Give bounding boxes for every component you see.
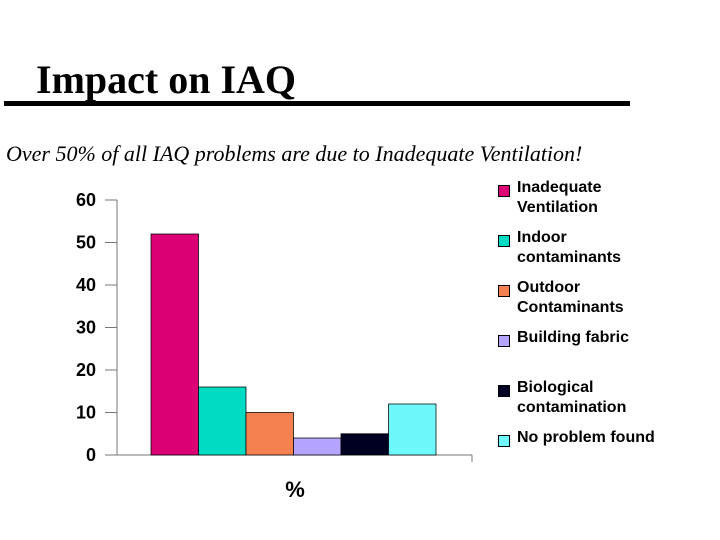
legend-label: No problem found <box>517 429 655 446</box>
legend-label: Building fabric <box>517 329 629 346</box>
y-tick-label: 0 <box>86 445 96 465</box>
bar-indoor-contaminants <box>198 386 247 456</box>
title-underline <box>4 101 630 106</box>
legend-swatch <box>498 285 510 297</box>
legend-swatch <box>498 385 510 397</box>
bar-outdoor-contaminants <box>245 412 294 456</box>
y-tick-label: 50 <box>76 233 96 253</box>
legend-label: Inadequate Ventilation <box>517 179 602 216</box>
y-tick-label: 10 <box>76 403 96 423</box>
legend-swatch <box>498 435 510 447</box>
legend-swatch <box>498 235 510 247</box>
legend-label: Biological contamination <box>517 379 627 416</box>
bars <box>150 233 437 456</box>
y-tick-label: 40 <box>76 275 96 295</box>
slide-title: Impact on IAQ <box>36 57 297 102</box>
x-axis-label: % <box>285 477 305 502</box>
legend-label: Indoor contaminants <box>517 229 622 266</box>
y-tick-label: 60 <box>76 190 96 210</box>
legend-label: Outdoor Contaminants <box>517 279 624 316</box>
legend-swatch <box>498 185 510 197</box>
bar-inadequate-ventilation <box>150 233 199 456</box>
slide-subtitle: Over 50% of all IAQ problems are due to … <box>6 141 583 166</box>
y-tick-label: 30 <box>76 318 96 338</box>
bar-building-fabric <box>293 437 342 456</box>
y-axis: 0 10 20 30 40 50 60 <box>76 190 118 465</box>
bar-biological-contamination <box>340 433 389 456</box>
bar-no-problem-found <box>388 403 437 456</box>
y-tick-label: 20 <box>76 360 96 380</box>
legend-swatch <box>498 335 510 347</box>
x-axis <box>117 454 473 462</box>
